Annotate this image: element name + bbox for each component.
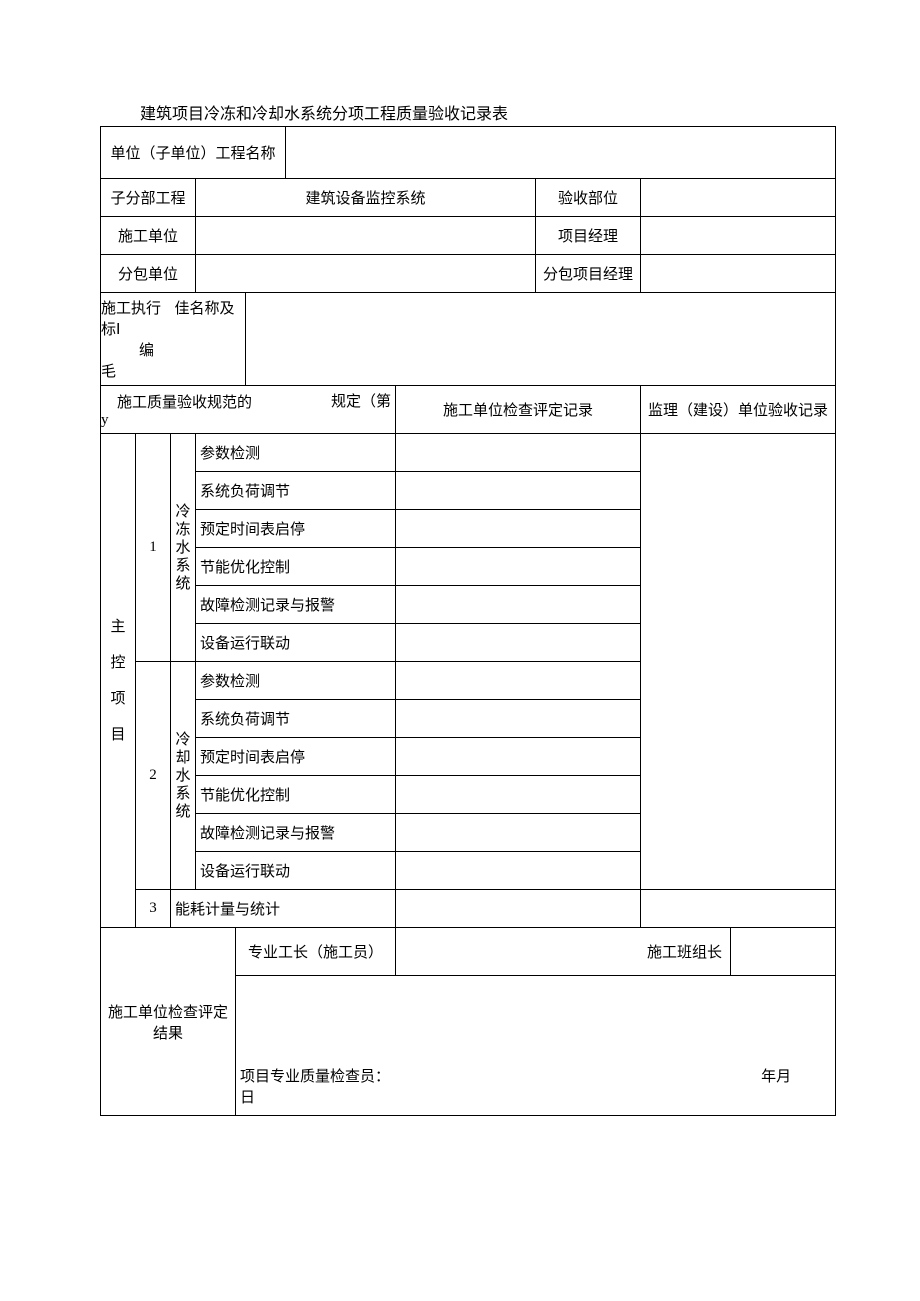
s1-item5: 设备运行联动 xyxy=(196,624,396,662)
sub-branch-value: 建筑设备监控系统 xyxy=(196,179,536,217)
s1-item0-check xyxy=(396,434,641,472)
s1-item1: 系统负荷调节 xyxy=(196,472,396,510)
pro-foreman-label: 专业工长（施工员） xyxy=(236,928,396,976)
exec-std-label-b: 佳名称及 xyxy=(171,293,246,386)
sub-unit-value xyxy=(196,255,536,293)
supervision-record-value xyxy=(641,434,836,890)
s2-item2: 预定时间表启停 xyxy=(196,738,396,776)
page-title: 建筑项目冷冻和冷却水系统分项工程质量验收记录表 xyxy=(100,100,820,124)
spec-rule-label: 施工质量验收规范的 规定（第 y xyxy=(101,386,396,434)
exec-std-value xyxy=(246,293,836,386)
s1-item1-check xyxy=(396,472,641,510)
supervision-record-label: 监理（建设）单位验收记录 xyxy=(641,386,836,434)
s2-item4: 故障检测记录与报警 xyxy=(196,814,396,852)
s1-item2-check xyxy=(396,510,641,548)
s2-item3-check xyxy=(396,776,641,814)
section2-num: 2 xyxy=(136,662,171,890)
s2-item5-check xyxy=(396,852,641,890)
section3-num: 3 xyxy=(136,890,171,928)
sub-branch-label: 子分部工程 xyxy=(101,179,196,217)
s3-check xyxy=(396,890,641,928)
construction-check-record-label: 施工单位检查评定记录 xyxy=(396,386,641,434)
s1-item4: 故障检测记录与报警 xyxy=(196,586,396,624)
project-manager-label: 项目经理 xyxy=(536,217,641,255)
s2-item5: 设备运行联动 xyxy=(196,852,396,890)
check-result-label: 施工单位检查评定结果 xyxy=(101,928,236,1116)
s2-item0: 参数检测 xyxy=(196,662,396,700)
accept-part-value xyxy=(641,179,836,217)
s1-item5-check xyxy=(396,624,641,662)
inspection-record-table: 单位（子单位）工程名称 子分部工程 建筑设备监控系统 验收部位 施工单位 项目经… xyxy=(100,126,836,1116)
team-leader-label: 施工班组长 xyxy=(396,928,731,976)
s1-item2: 预定时间表启停 xyxy=(196,510,396,548)
s1-item3-check xyxy=(396,548,641,586)
accept-part-label: 验收部位 xyxy=(536,179,641,217)
s1-item3: 节能优化控制 xyxy=(196,548,396,586)
sub-pm-label: 分包项目经理 xyxy=(536,255,641,293)
signature-area: 项目专业质量检查员： 日 年月 xyxy=(236,976,836,1116)
s1-item4-check xyxy=(396,586,641,624)
s2-item3: 节能优化控制 xyxy=(196,776,396,814)
s2-item1: 系统负荷调节 xyxy=(196,700,396,738)
sub-pm-value xyxy=(641,255,836,293)
s2-item0-check xyxy=(396,662,641,700)
sub-unit-label: 分包单位 xyxy=(101,255,196,293)
construction-unit-label: 施工单位 xyxy=(101,217,196,255)
section1-name: 冷冻水系统 xyxy=(171,434,196,662)
unit-name-value xyxy=(286,127,836,179)
s2-item1-check xyxy=(396,700,641,738)
section2-name: 冷却水系统 xyxy=(171,662,196,890)
s3-supervision xyxy=(641,890,836,928)
construction-unit-value xyxy=(196,217,536,255)
team-leader-value xyxy=(731,928,836,976)
section3-name: 能耗计量与统计 xyxy=(171,890,396,928)
main-control-label: 主控项目 xyxy=(101,434,136,928)
exec-std-label-a: 施工执行标Ⅰ 编毛 xyxy=(101,293,171,386)
unit-name-label: 单位（子单位）工程名称 xyxy=(101,127,286,179)
s1-item0: 参数检测 xyxy=(196,434,396,472)
s2-item4-check xyxy=(396,814,641,852)
section1-num: 1 xyxy=(136,434,171,662)
s2-item2-check xyxy=(396,738,641,776)
project-manager-value xyxy=(641,217,836,255)
